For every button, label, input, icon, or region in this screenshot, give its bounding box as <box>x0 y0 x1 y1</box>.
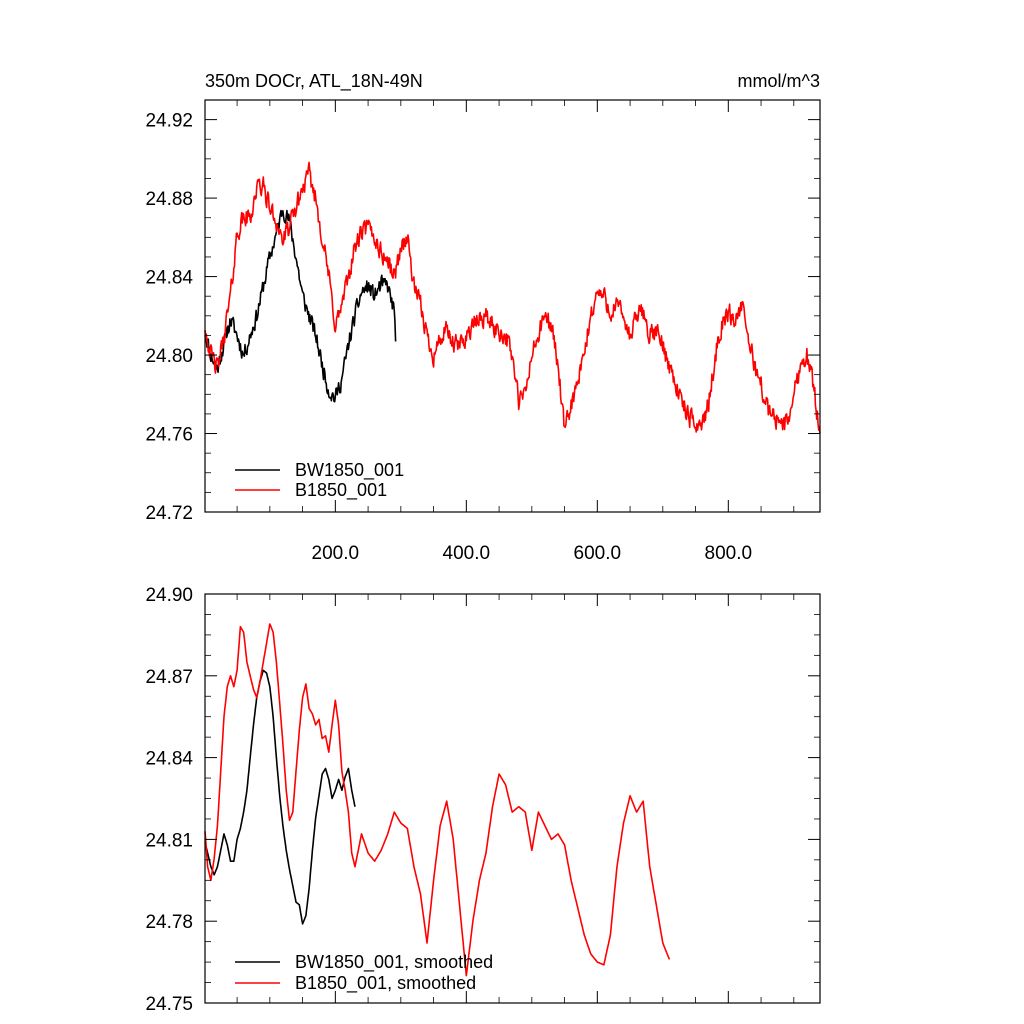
top-y-tick-label: 24.76 <box>145 425 193 446</box>
bottom-plot-lines <box>204 623 671 977</box>
bottom-y-tick-label: 24.87 <box>145 667 193 688</box>
bottom-y-tick-label: 24.81 <box>145 830 193 851</box>
top-axis-ticks: 24.72 24.76 24.80 24.84 24.88 24.92 200.0 400.0… <box>145 100 820 564</box>
bottom-legend-label-b: B1850_001, smoothed <box>295 973 476 994</box>
bottom-y-tick-label: 24.78 <box>145 912 193 933</box>
top-legend-label-b: B1850_001 <box>295 480 387 501</box>
top-series-line-0 <box>204 209 397 403</box>
top-panel-units: mmol/m^3 <box>738 71 820 91</box>
bottom-series-line-0 <box>204 669 356 925</box>
top-y-tick-label: 24.92 <box>145 111 193 132</box>
top-x-tick-label: 200.0 <box>312 543 360 564</box>
bottom-panel: 24.75 24.78 24.81 24.84 24.87 24.90 BW1850_00… <box>145 585 821 1015</box>
top-y-tick-label: 24.72 <box>145 503 193 524</box>
top-series-line-1 <box>204 161 821 434</box>
top-panel-title: 350m DOCr, ATL_18N-49N <box>205 71 423 92</box>
top-x-tick-label: 400.0 <box>443 543 491 564</box>
top-x-tick-label: 600.0 <box>574 543 622 564</box>
bottom-y-tick-label: 24.75 <box>145 994 193 1015</box>
bottom-axis-ticks: 24.75 24.78 24.81 24.84 24.87 24.90 <box>145 585 820 1015</box>
bottom-y-tick-label: 24.84 <box>145 749 193 770</box>
top-y-tick-label: 24.84 <box>145 268 193 289</box>
top-plot-lines <box>204 161 821 434</box>
top-panel: 350m DOCr, ATL_18N-49N mmol/m^3 24.7224.… <box>145 71 821 564</box>
top-y-tick-label: 24.88 <box>145 189 193 210</box>
bottom-legend-label-bw: BW1850_001, smoothed <box>295 952 493 973</box>
top-legend-label-bw: BW1850_001 <box>295 460 404 481</box>
top-y-tick-label: 24.80 <box>145 346 193 367</box>
top-x-tick-label: 800.0 <box>705 543 753 564</box>
bottom-y-tick-label: 24.90 <box>145 585 193 606</box>
bottom-plot-frame <box>204 593 821 1004</box>
bottom-legend: BW1850_001, smoothed B1850_001, smoothed <box>235 952 493 994</box>
bottom-series-line-1 <box>204 623 671 977</box>
top-plot-frame <box>204 99 821 513</box>
top-legend: BW1850_001 B1850_001 <box>235 460 404 501</box>
